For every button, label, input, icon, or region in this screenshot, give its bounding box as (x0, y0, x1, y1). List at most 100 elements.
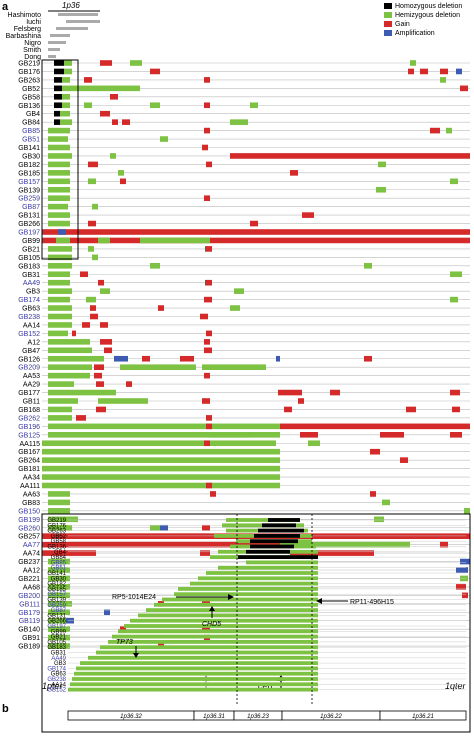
sample-label: GB141 (18, 145, 40, 152)
cnv-segment (204, 127, 210, 134)
legend-label: Homozygous deletion (395, 3, 462, 10)
sample-label: GB182 (18, 162, 40, 169)
cnv-segment (205, 246, 212, 252)
cnv-segment (250, 102, 258, 109)
cnv-segment (206, 482, 212, 489)
cnv-segment (230, 119, 248, 125)
b-sample-label: GB185 (47, 587, 66, 593)
cnv-segment (460, 85, 468, 92)
cnv-segment (84, 77, 92, 83)
sample-label: GB52 (22, 86, 40, 93)
cnv-segment (70, 389, 116, 396)
panel-b-sample-labels: GB219GB176GB263GB52GB58GB136GB4GB84GB85G… (47, 518, 66, 694)
cnv-segment (48, 499, 70, 506)
sample-label: GB177 (18, 390, 40, 397)
sample-label: AA115 (20, 441, 41, 448)
cnv-segment (48, 601, 72, 607)
cnv-segment (204, 347, 212, 354)
cnv-segment (110, 94, 118, 100)
sample-label: GB259 (18, 196, 40, 203)
cnv-segment (234, 288, 244, 294)
cnv-segment (48, 516, 78, 523)
cnv-segment (54, 102, 62, 109)
cnv-segment (48, 220, 70, 227)
cnv-segment (158, 305, 164, 311)
sample-label: GB157 (18, 179, 40, 186)
b-sample-label: GB52 (51, 534, 67, 540)
sample-label: GB84 (22, 120, 40, 127)
panel-b-annotations: RP5-1014E24 RP11-496H15 CHD5 TP73 (112, 594, 394, 658)
study-bar (56, 27, 88, 30)
cnv-segment (250, 220, 258, 227)
cnv-segment (90, 305, 96, 311)
region-1p36-label: 1p36 (62, 1, 80, 10)
b-deletion-bar (88, 655, 318, 660)
b-sample-label: GB31 (51, 651, 67, 657)
cnv-segment (42, 229, 470, 235)
cnv-segment (60, 110, 70, 117)
b-deletion-bar (108, 640, 318, 644)
sample-label: GB199 (18, 517, 40, 524)
sample-label: GB91 (22, 635, 40, 642)
cnv-segment (48, 617, 74, 624)
cnv-segment (88, 246, 94, 252)
cnv-segment (48, 246, 72, 252)
b-homozygous-bar (262, 523, 296, 528)
tp73-arrowhead (133, 653, 139, 658)
cnv-segment (180, 355, 194, 362)
x-left-label: 1pter (42, 681, 64, 691)
b-sample-label: GB51 (51, 566, 67, 572)
sample-label: GB105 (18, 255, 40, 262)
study-list: HashimotoIuchiFelsbergBarbashinaNigroSmi… (6, 12, 100, 61)
cnv-segment (204, 372, 210, 379)
cnv-segment (464, 508, 470, 514)
sample-label: GB167 (18, 449, 40, 456)
sample-label: GB136 (18, 103, 40, 110)
cnv-segment (48, 372, 90, 379)
legend-swatch (384, 21, 392, 27)
sample-label: GB3 (26, 289, 40, 296)
b-deletion-bar (80, 661, 318, 665)
cnv-segment (48, 491, 70, 497)
cnv-segment (96, 406, 106, 413)
x-right-label: 1qter (445, 681, 467, 691)
cnv-segment (276, 355, 280, 362)
study-label: Hashimoto (8, 12, 42, 19)
sample-label: GB262 (18, 415, 40, 422)
b-sample-label: GB157 (47, 592, 66, 598)
cnv-segment (150, 263, 160, 269)
legend-label: Hemizygous deletion (395, 12, 460, 19)
cnv-segment (308, 440, 320, 447)
cnv-segment (88, 220, 96, 227)
cnv-segment (72, 330, 76, 337)
cnv-segment (48, 305, 72, 311)
sample-label: GB257 (18, 534, 40, 541)
sample-label: GB189 (18, 644, 40, 651)
cnv-segment (302, 212, 314, 218)
cnv-segment (48, 313, 72, 320)
cnv-segment (446, 127, 452, 134)
b-deletion-bar (226, 518, 300, 522)
cnv-segment (42, 448, 280, 455)
cnv-segment (48, 415, 72, 421)
sample-label: AA12 (23, 568, 40, 575)
sample-label: GB125 (18, 432, 40, 439)
cnv-segment (160, 136, 168, 142)
study-bar (48, 48, 60, 51)
cnv-segment (150, 524, 164, 531)
b-homozygous-bar (258, 528, 304, 533)
study-bar (66, 20, 100, 23)
cnv-segment (48, 288, 72, 294)
b-homozygous-bar (250, 544, 294, 549)
cnv-segment (48, 406, 72, 413)
cnv-segment (150, 68, 160, 75)
cnv-segment (330, 389, 340, 396)
cnv-segment (456, 68, 462, 75)
sample-label: GB21 (22, 246, 40, 253)
cnv-segment (98, 398, 148, 404)
cnv-segment (62, 94, 70, 100)
cnv-segment (150, 364, 196, 370)
panel-a-letter: a (2, 1, 9, 13)
sample-label: GB31 (22, 272, 40, 279)
cnv-segment (42, 237, 470, 244)
